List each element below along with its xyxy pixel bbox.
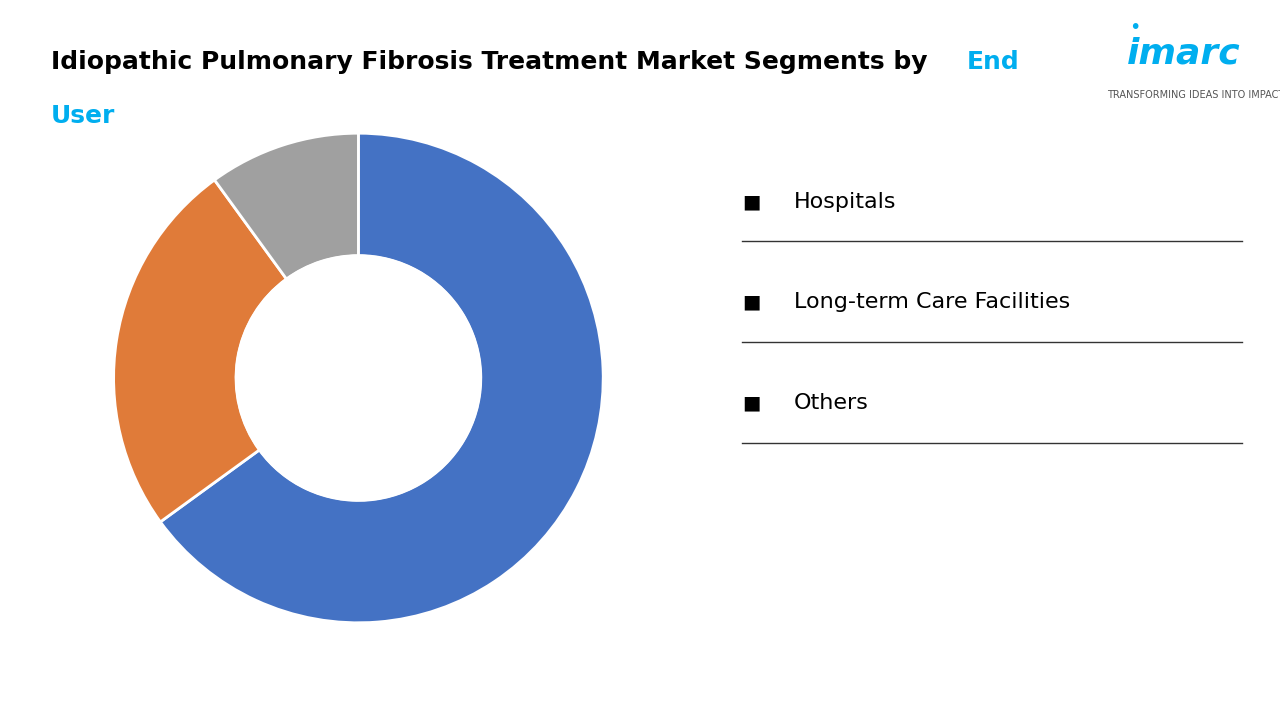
Text: ■: ■: [742, 394, 760, 413]
Text: ■: ■: [742, 293, 760, 312]
Wedge shape: [160, 133, 603, 623]
Text: ■: ■: [742, 192, 760, 211]
Text: Others: Others: [794, 393, 868, 413]
Text: Long-term Care Facilities: Long-term Care Facilities: [794, 292, 1070, 312]
Circle shape: [236, 256, 481, 500]
Text: imarc: imarc: [1126, 36, 1240, 70]
Text: TRANSFORMING IDEAS INTO IMPACT: TRANSFORMING IDEAS INTO IMPACT: [1107, 90, 1280, 100]
Text: User: User: [51, 104, 115, 128]
Text: •: •: [1129, 18, 1140, 37]
Wedge shape: [215, 133, 358, 279]
Wedge shape: [114, 180, 287, 522]
Text: Idiopathic Pulmonary Fibrosis Treatment Market Segments by: Idiopathic Pulmonary Fibrosis Treatment …: [51, 50, 937, 74]
Text: Hospitals: Hospitals: [794, 192, 896, 212]
Text: End: End: [966, 50, 1019, 74]
